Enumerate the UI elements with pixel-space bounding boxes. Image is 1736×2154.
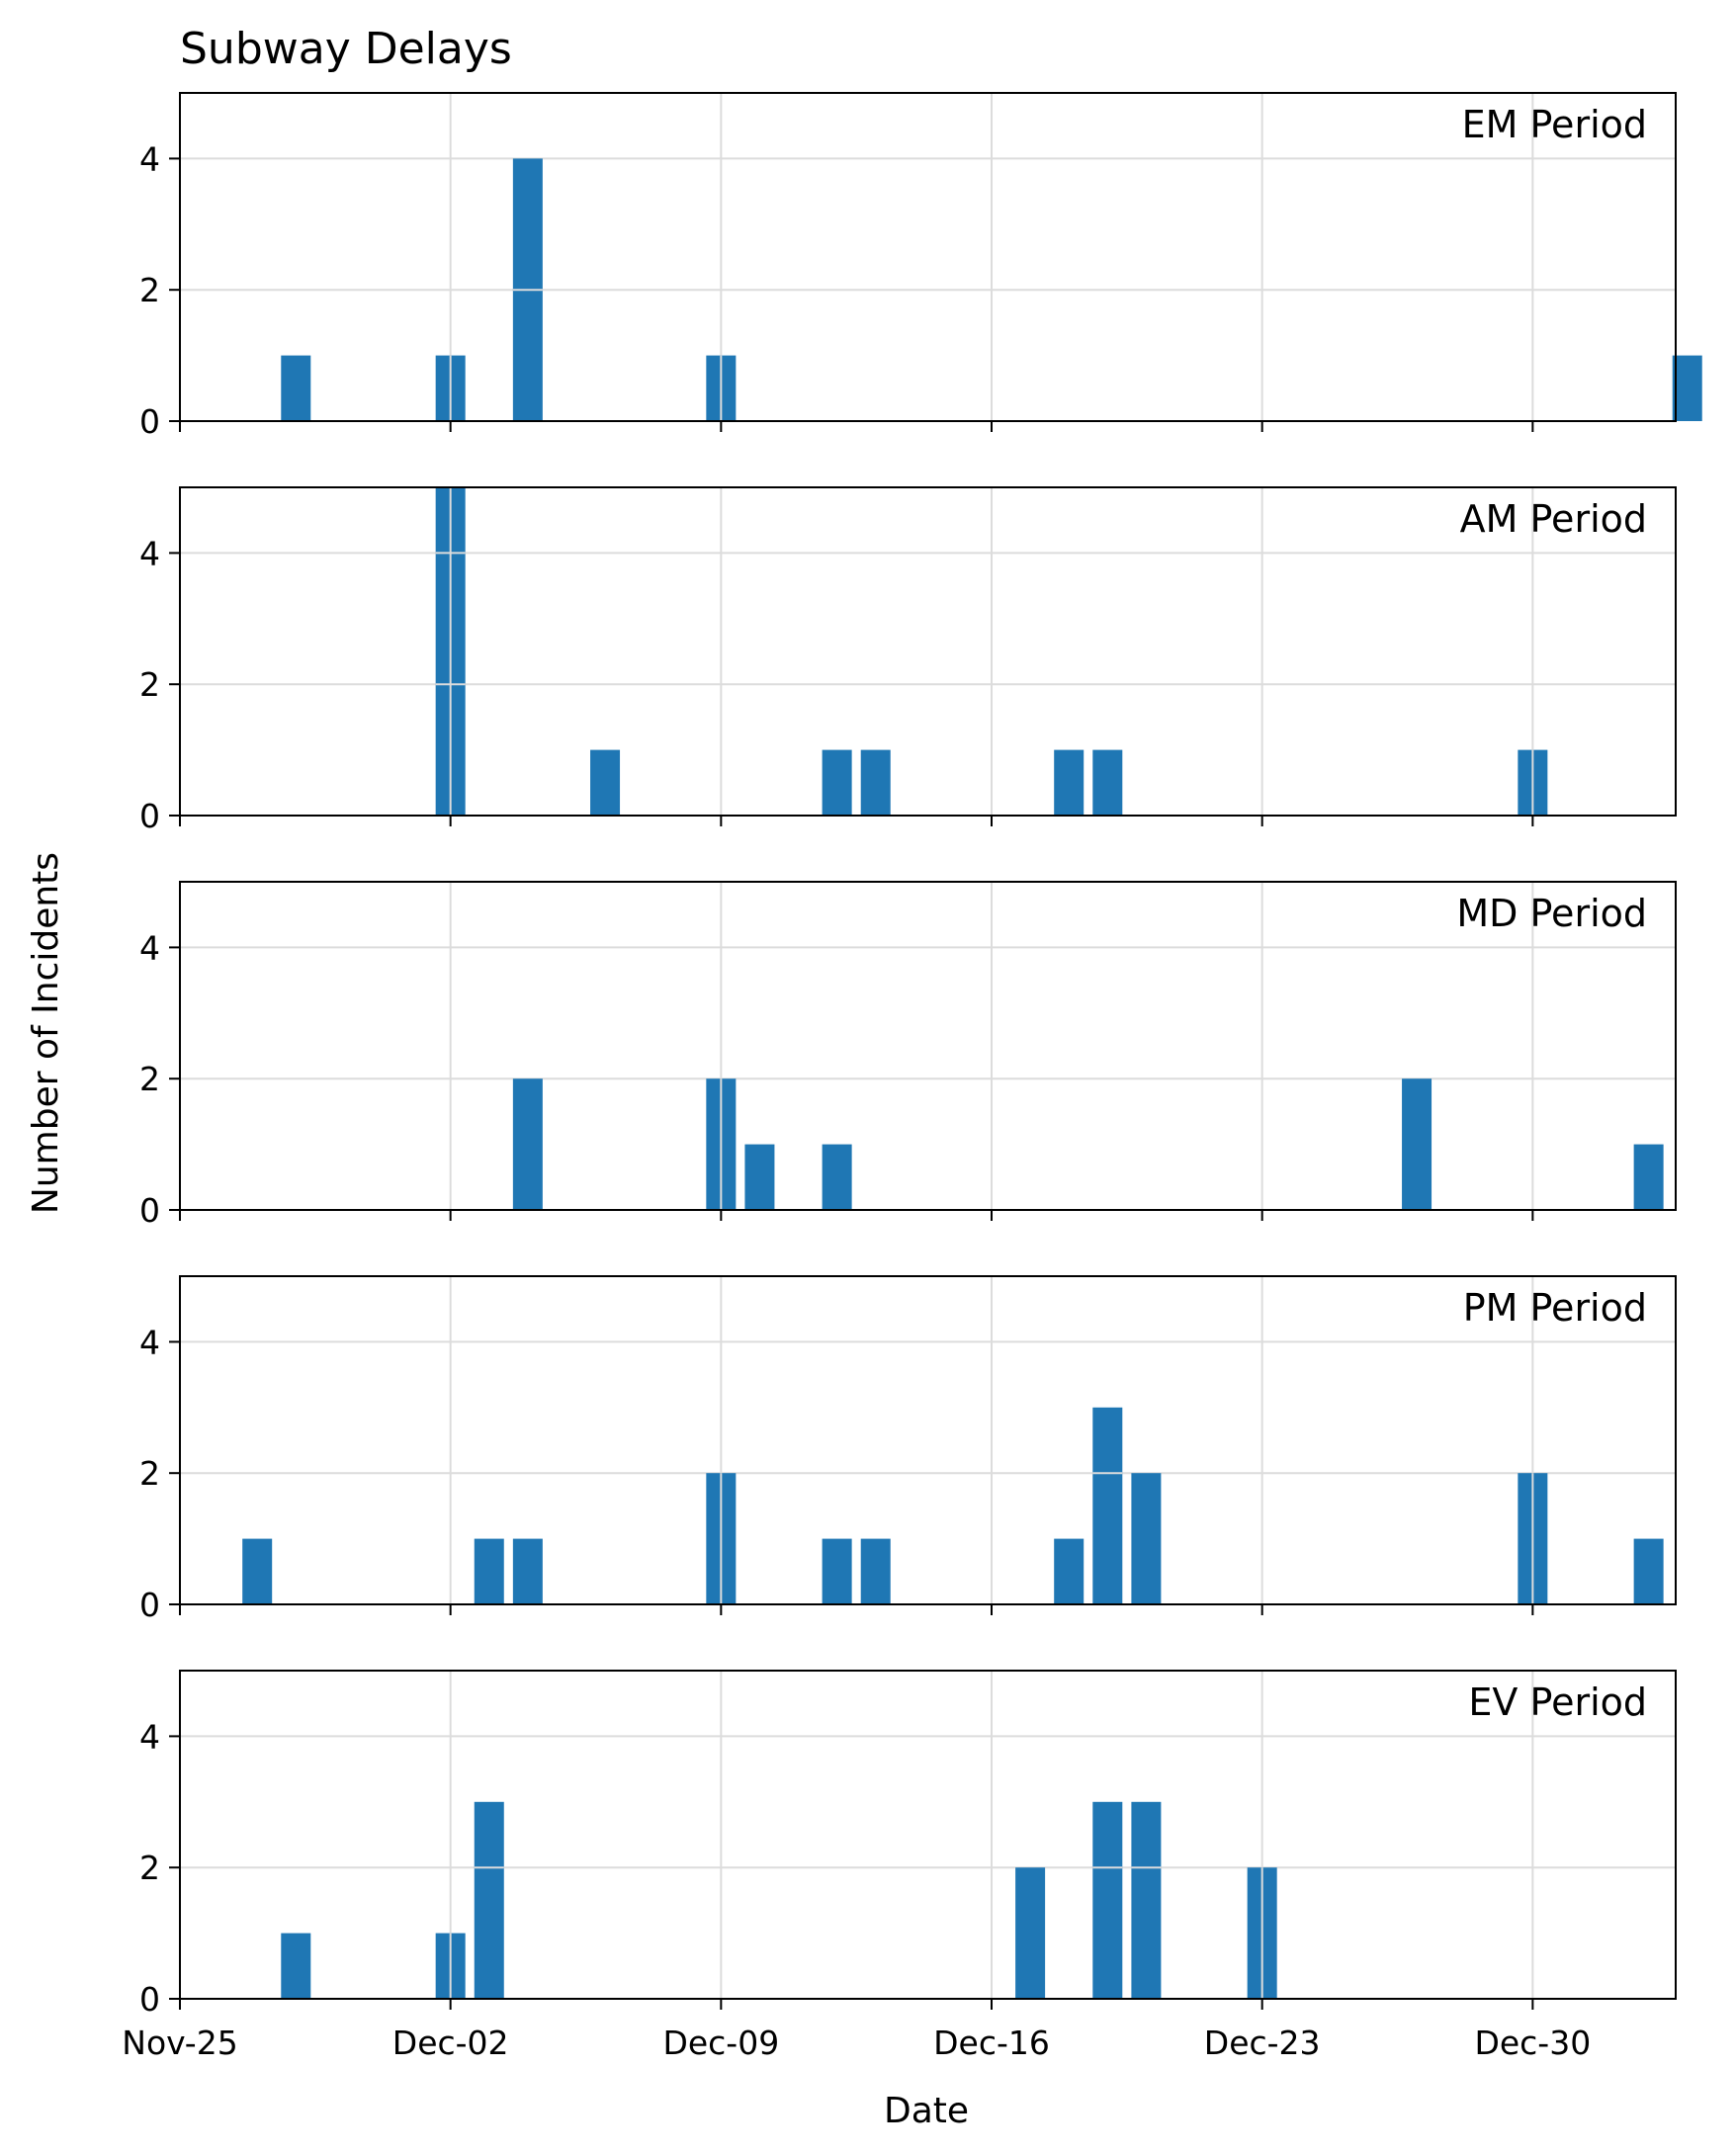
bar — [1672, 355, 1702, 421]
panel-label: EV Period — [1468, 1680, 1647, 1724]
panel-1: 0 2 4 AM Period — [139, 486, 1677, 835]
bar — [1402, 1078, 1432, 1210]
y-tick-label: 2 — [139, 1060, 160, 1098]
y-tick-label: 2 — [139, 665, 160, 704]
bar — [281, 1933, 311, 1999]
bar — [1633, 1538, 1664, 1604]
bar — [242, 1538, 273, 1604]
y-tick-label: 4 — [139, 1717, 160, 1756]
x-tick-label: Dec-09 — [662, 2024, 779, 2062]
bar — [1054, 749, 1085, 816]
y-tick-label: 2 — [139, 1849, 160, 1887]
y-tick-label: 4 — [139, 1323, 160, 1361]
bar — [1054, 1538, 1085, 1604]
bar — [822, 1538, 852, 1604]
panel-label: EM Period — [1462, 103, 1647, 146]
bar — [512, 1538, 543, 1604]
y-tick-label: 0 — [139, 1586, 160, 1624]
bar — [1092, 749, 1123, 816]
bar — [822, 749, 852, 816]
panel-label: AM Period — [1460, 497, 1647, 541]
bar — [822, 1144, 852, 1210]
y-tick-label: 0 — [139, 797, 160, 835]
bar — [474, 1801, 504, 1999]
x-tick-label: Dec-02 — [392, 2024, 509, 2062]
bar — [1131, 1473, 1162, 1604]
y-tick-label: 0 — [139, 1980, 160, 2019]
bar — [860, 1538, 891, 1604]
y-tick-label: 2 — [139, 1454, 160, 1493]
x-tick-label: Dec-23 — [1204, 2024, 1321, 2062]
y-tick-label: 0 — [139, 1191, 160, 1230]
y-tick-label: 0 — [139, 402, 160, 441]
bar — [1092, 1407, 1123, 1604]
panels: 0 2 4 EM Period 0 2 4 AM Period 0 2 4 MD Period 0 2 4 P… — [122, 92, 1702, 2062]
panel-4: 0 2 4 EV Period — [139, 1670, 1677, 2019]
bar — [1092, 1801, 1123, 1999]
y-tick-label: 4 — [139, 534, 160, 572]
y-tick-label: 4 — [139, 139, 160, 178]
bar — [860, 749, 891, 816]
y-tick-label: 4 — [139, 928, 160, 967]
bar — [1633, 1144, 1664, 1210]
y-axis-label: Number of Incidents — [26, 852, 66, 1214]
bar — [512, 1078, 543, 1210]
bar — [744, 1144, 775, 1210]
bar — [590, 749, 621, 816]
panel-frame — [179, 1670, 1677, 2000]
panel-frame — [179, 92, 1677, 422]
panel-frame — [179, 881, 1677, 1211]
x-tick-label: Nov-25 — [122, 2024, 237, 2062]
x-axis-label: Date — [884, 2091, 969, 2131]
bar — [1131, 1801, 1162, 1999]
x-tick-label: Dec-16 — [933, 2024, 1050, 2062]
panel-2: 0 2 4 MD Period — [139, 881, 1677, 1230]
chart-title: Subway Delays — [180, 24, 512, 74]
bar — [281, 355, 311, 421]
panel-0: 0 2 4 EM Period — [139, 92, 1702, 441]
panel-frame — [179, 486, 1677, 817]
panel-label: PM Period — [1463, 1286, 1647, 1330]
panel-label: MD Period — [1456, 892, 1647, 935]
y-tick-label: 2 — [139, 271, 160, 309]
bar — [1015, 1867, 1046, 1999]
bar — [474, 1538, 504, 1604]
x-tick-label: Dec-30 — [1474, 2024, 1591, 2062]
panel-frame — [179, 1275, 1677, 1605]
panel-3: 0 2 4 PM Period — [139, 1275, 1677, 1624]
